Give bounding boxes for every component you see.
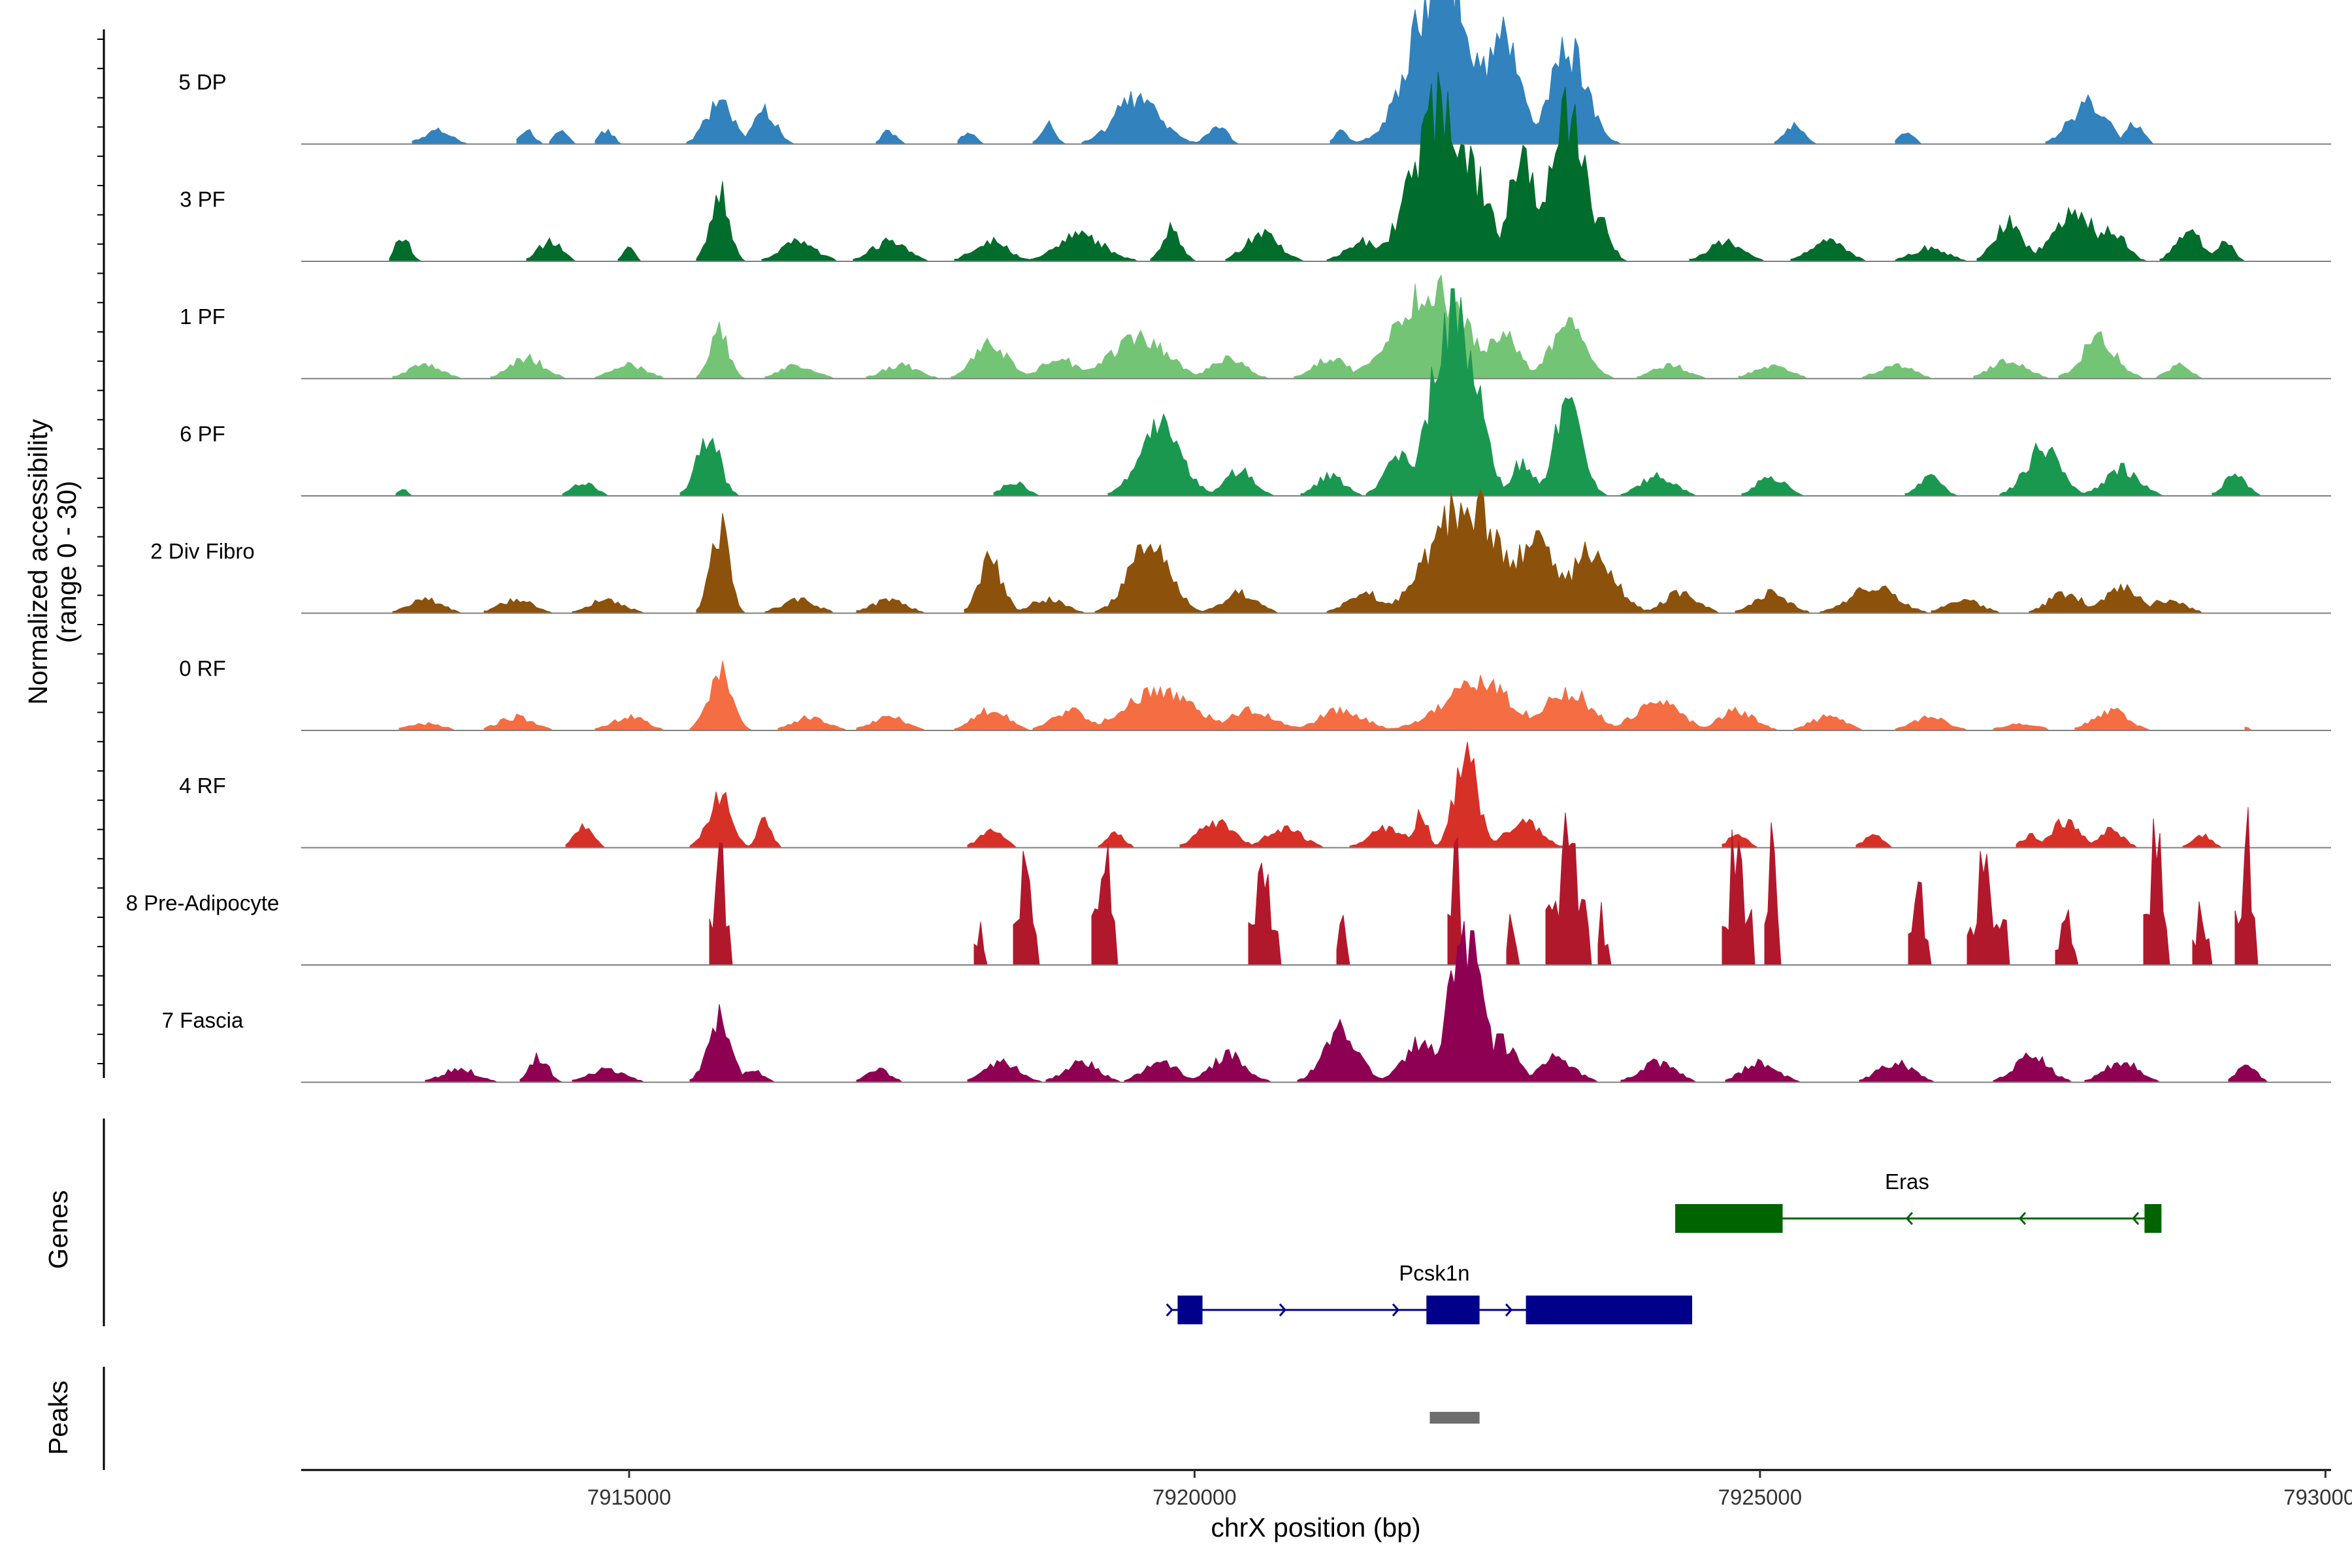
gene-name-label: Eras [1885,1169,1929,1194]
gene-eras: Eras [1675,1169,2162,1233]
gene-pcsk1n: Pcsk1n [1166,1261,1693,1324]
x-tick-label: 7915000 [587,1485,671,1509]
track-4: 2 Div Fibro [150,489,2331,614]
coverage-area [392,274,2204,379]
track-label: 0 RF [179,657,226,681]
y-axis-title: Normalized accessibility (range 0 - 30) [23,419,82,705]
x-tick-label: 7920000 [1152,1485,1236,1509]
strand-arrow [2018,1212,2027,1225]
gene-annotations: Eras Pcsk1n [1166,1169,2162,1324]
coverage-y-ticks [97,39,104,1064]
strand-arrow [1905,1212,1914,1225]
coverage-area [392,489,2204,613]
strand-arrow [2132,1212,2140,1225]
gene-exon [1177,1296,1203,1324]
coverage-area [709,807,2259,966]
strand-arrow [1279,1303,1286,1316]
coverage-area [389,71,2246,262]
gene-exon [2144,1204,2162,1233]
y-axis-title-line1: Normalized accessibility [23,419,53,705]
track-1: 3 PF [180,71,2331,262]
track-3: 6 PF [180,288,2331,497]
coverage-area [399,661,2253,731]
x-tick-label: 7930000 [2283,1485,2352,1509]
coverage-tracks: 5 DP 3 PF 1 PF 6 PF 2 Div Fibro 0 RF 4 RF 8 Pre… [126,0,2331,1083]
strand-arrow [1505,1303,1513,1316]
y-axis-title-line2: (range 0 - 30) [52,481,82,643]
gene-exon [1526,1296,1693,1324]
gene-name-label: Pcsk1n [1399,1261,1469,1285]
gene-exon [1426,1296,1480,1324]
strand-arrow [1166,1303,1173,1316]
track-label: 3 PF [180,188,225,212]
coverage-area [395,288,2262,497]
track-6: 4 RF [179,742,2331,849]
gene-exon [1675,1204,1783,1233]
x-tick-label: 7925000 [1718,1485,1802,1509]
genes-panel-title: Genes [43,1190,73,1269]
track-7: 8 Pre-Adipocyte [126,807,2331,966]
coverage-area [412,0,2155,144]
track-label: 2 Div Fibro [150,539,255,563]
peak-region [1429,1412,1480,1424]
track-2: 1 PF [180,274,2331,380]
track-8: 7 Fascia [162,921,2331,1083]
track-label: 4 RF [179,774,226,798]
track-0: 5 DP [178,0,2331,145]
track-label: 6 PF [180,422,225,446]
coverage-area [565,742,2223,848]
x-axis-title: chrX position (bp) [1211,1512,1420,1543]
track-label: 5 DP [178,70,226,94]
track-label: 1 PF [180,304,225,329]
peaks-panel-title: Peaks [43,1380,73,1455]
track-label: 8 Pre-Adipocyte [126,891,280,915]
x-axis-ticks: 7915000 7920000 7925000 7930000 [587,1470,2352,1509]
track-label: 7 Fascia [162,1008,244,1032]
track-5: 0 RF [179,657,2331,731]
peak-regions [1429,1412,1480,1424]
coverage-area [425,921,2269,1083]
strand-arrow [1392,1303,1399,1316]
